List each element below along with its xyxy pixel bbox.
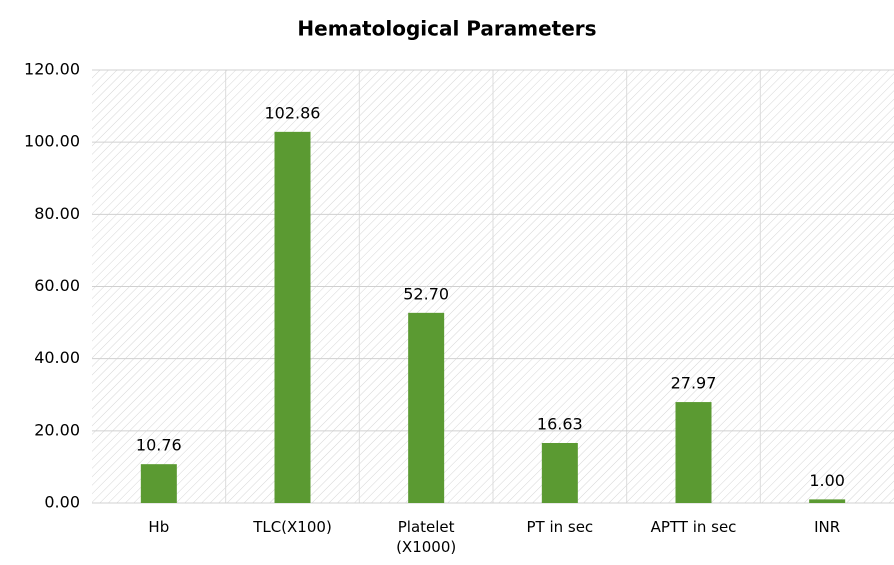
y-tick-label: 120.00 xyxy=(24,60,80,79)
data-label: 1.00 xyxy=(809,471,845,490)
y-tick-label: 40.00 xyxy=(34,348,80,367)
x-tick-label: Hb xyxy=(148,518,170,536)
data-label: 52.70 xyxy=(403,284,449,303)
bar xyxy=(675,402,712,503)
x-tick-label: PT in sec xyxy=(526,518,594,536)
data-label: 16.63 xyxy=(537,414,583,433)
chart-title: Hematological Parameters xyxy=(297,17,596,41)
data-label: 102.86 xyxy=(265,103,321,122)
bar xyxy=(809,499,846,503)
y-tick-label: 80.00 xyxy=(34,204,80,223)
x-tick-label: Platelet (X1000) xyxy=(396,518,457,556)
bar xyxy=(140,464,177,503)
y-tick-label: 20.00 xyxy=(34,420,80,439)
data-label: 27.97 xyxy=(671,374,717,393)
bar xyxy=(274,131,311,503)
data-label: 10.76 xyxy=(136,436,182,455)
x-tick-label: INR xyxy=(814,518,841,536)
bar xyxy=(541,442,578,503)
y-tick-label: 60.00 xyxy=(34,276,80,295)
y-tick-label: 100.00 xyxy=(24,132,80,151)
x-tick-label: APTT in sec xyxy=(650,518,737,536)
y-tick-label: 0.00 xyxy=(44,493,80,512)
x-tick-label: TLC(X100) xyxy=(253,518,332,536)
bar xyxy=(408,312,445,503)
